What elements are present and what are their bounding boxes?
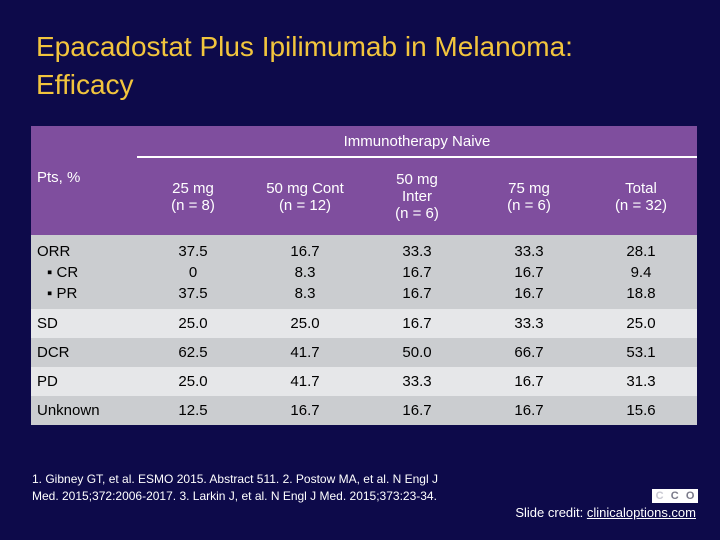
row-label: SD <box>31 309 137 338</box>
table-row-pd: PD 25.0 41.7 33.3 16.7 31.3 <box>31 367 698 396</box>
cell-value: 28.1 <box>626 242 656 260</box>
column-n: (n = 8) <box>171 196 215 214</box>
credit-link[interactable]: clinicaloptions.com <box>586 505 696 520</box>
table-cell: 25.0 <box>249 309 361 338</box>
column-header: 75 mg (n = 6) <box>473 157 585 235</box>
row-label: PD <box>31 367 137 396</box>
cell-value: 37.5 <box>178 284 208 302</box>
table-cell: 28.1 9.4 18.8 <box>585 235 698 309</box>
table-cell: 25.0 <box>585 309 698 338</box>
column-dose: 50 mg Inter <box>396 171 438 205</box>
cell-value: 0 <box>188 263 198 281</box>
row-label-orr: ORR ▪ CR ▪ PR <box>31 235 137 309</box>
table-cell: 53.1 <box>585 338 698 367</box>
table-cell: 31.3 <box>585 367 698 396</box>
column-dose: Total <box>625 179 657 197</box>
table-cell: 41.7 <box>249 338 361 367</box>
column-header: 50 mg Cont (n = 12) <box>249 157 361 235</box>
cell-value: 16.7 <box>402 263 432 281</box>
column-dose: 50 mg Cont <box>266 179 344 197</box>
table-cell: 33.3 16.7 16.7 <box>473 235 585 309</box>
table-cell: 41.7 <box>249 367 361 396</box>
table-cell: 12.5 <box>137 396 249 425</box>
table-cell: 33.3 <box>473 309 585 338</box>
cell-value: 16.7 <box>290 242 320 260</box>
cco-logo: C C O <box>652 489 698 503</box>
row-label: Unknown <box>31 396 137 425</box>
row-sublabel-cr: ▪ CR <box>47 263 79 281</box>
band-spacer-cell <box>31 126 137 157</box>
column-header: Total (n = 32) <box>585 157 698 235</box>
column-dose: 25 mg <box>172 179 214 197</box>
table-cell: 37.5 0 37.5 <box>137 235 249 309</box>
cell-value: 18.8 <box>626 284 656 302</box>
table-cell: 66.7 <box>473 338 585 367</box>
cell-value: 37.5 <box>178 242 208 260</box>
cell-value: 9.4 <box>630 263 652 281</box>
table-cell: 16.7 <box>361 396 473 425</box>
logo-letter: C <box>670 490 679 502</box>
column-n: (n = 32) <box>614 196 668 214</box>
row-header-label: Pts, % <box>31 157 137 235</box>
table-header-row: Pts, % 25 mg (n = 8) 50 mg Cont (n = 12) 5… <box>31 157 698 235</box>
cell-value: 33.3 <box>514 242 544 260</box>
table-cell: 33.3 <box>361 367 473 396</box>
cell-value: 16.7 <box>514 284 544 302</box>
table-cell: 25.0 <box>137 367 249 396</box>
credit-prefix: Slide credit: <box>515 505 587 520</box>
cell-value: 16.7 <box>402 284 432 302</box>
table-row-dcr: DCR 62.5 41.7 50.0 66.7 53.1 <box>31 338 698 367</box>
table-cell: 62.5 <box>137 338 249 367</box>
table-row-unknown: Unknown 12.5 16.7 16.7 16.7 15.6 <box>31 396 698 425</box>
cell-value: 33.3 <box>402 242 432 260</box>
cell-value: 16.7 <box>514 263 544 281</box>
table-row-orr: ORR ▪ CR ▪ PR 37.5 0 37.5 16.7 8.3 8.3 33.3 1… <box>31 235 698 309</box>
logo-letter: C <box>655 490 664 502</box>
slide-title: Epacadostat Plus Ipilimumab in Melanoma:… <box>36 31 573 100</box>
logo-letter: O <box>685 490 695 502</box>
table-cell: 16.7 <box>473 396 585 425</box>
cell-value: 8.3 <box>294 263 316 281</box>
table-band-row: Immunotherapy Naive <box>31 126 698 158</box>
row-label: ORR <box>37 242 71 260</box>
table-cell: 15.6 <box>585 396 698 425</box>
band-label: Immunotherapy Naive <box>137 126 698 158</box>
column-header: 25 mg (n = 8) <box>137 157 249 235</box>
row-sublabel-pr: ▪ PR <box>47 284 78 302</box>
cell-value: 8.3 <box>294 284 316 302</box>
table-cell: 16.7 <box>361 309 473 338</box>
table-cell: 25.0 <box>137 309 249 338</box>
table-cell: 16.7 8.3 8.3 <box>249 235 361 309</box>
slide-credit: Slide credit: clinicaloptions.com <box>515 505 696 520</box>
column-n: (n = 12) <box>278 196 332 214</box>
row-label: DCR <box>31 338 137 367</box>
table-cell: 16.7 <box>473 367 585 396</box>
references-footnote: 1. Gibney GT, et al. ESMO 2015. Abstract… <box>32 472 438 503</box>
efficacy-table: Immunotherapy Naive Pts, % 25 mg (n = 8) … <box>31 126 698 425</box>
table-cell: 16.7 <box>249 396 361 425</box>
table-row-sd: SD 25.0 25.0 16.7 33.3 25.0 <box>31 309 698 338</box>
column-n: (n = 6) <box>395 205 439 222</box>
table-cell: 50.0 <box>361 338 473 367</box>
table-cell: 33.3 16.7 16.7 <box>361 235 473 309</box>
column-header: 50 mg Inter (n = 6) <box>361 157 473 235</box>
column-n: (n = 6) <box>507 196 551 214</box>
column-dose: 75 mg <box>508 179 550 197</box>
